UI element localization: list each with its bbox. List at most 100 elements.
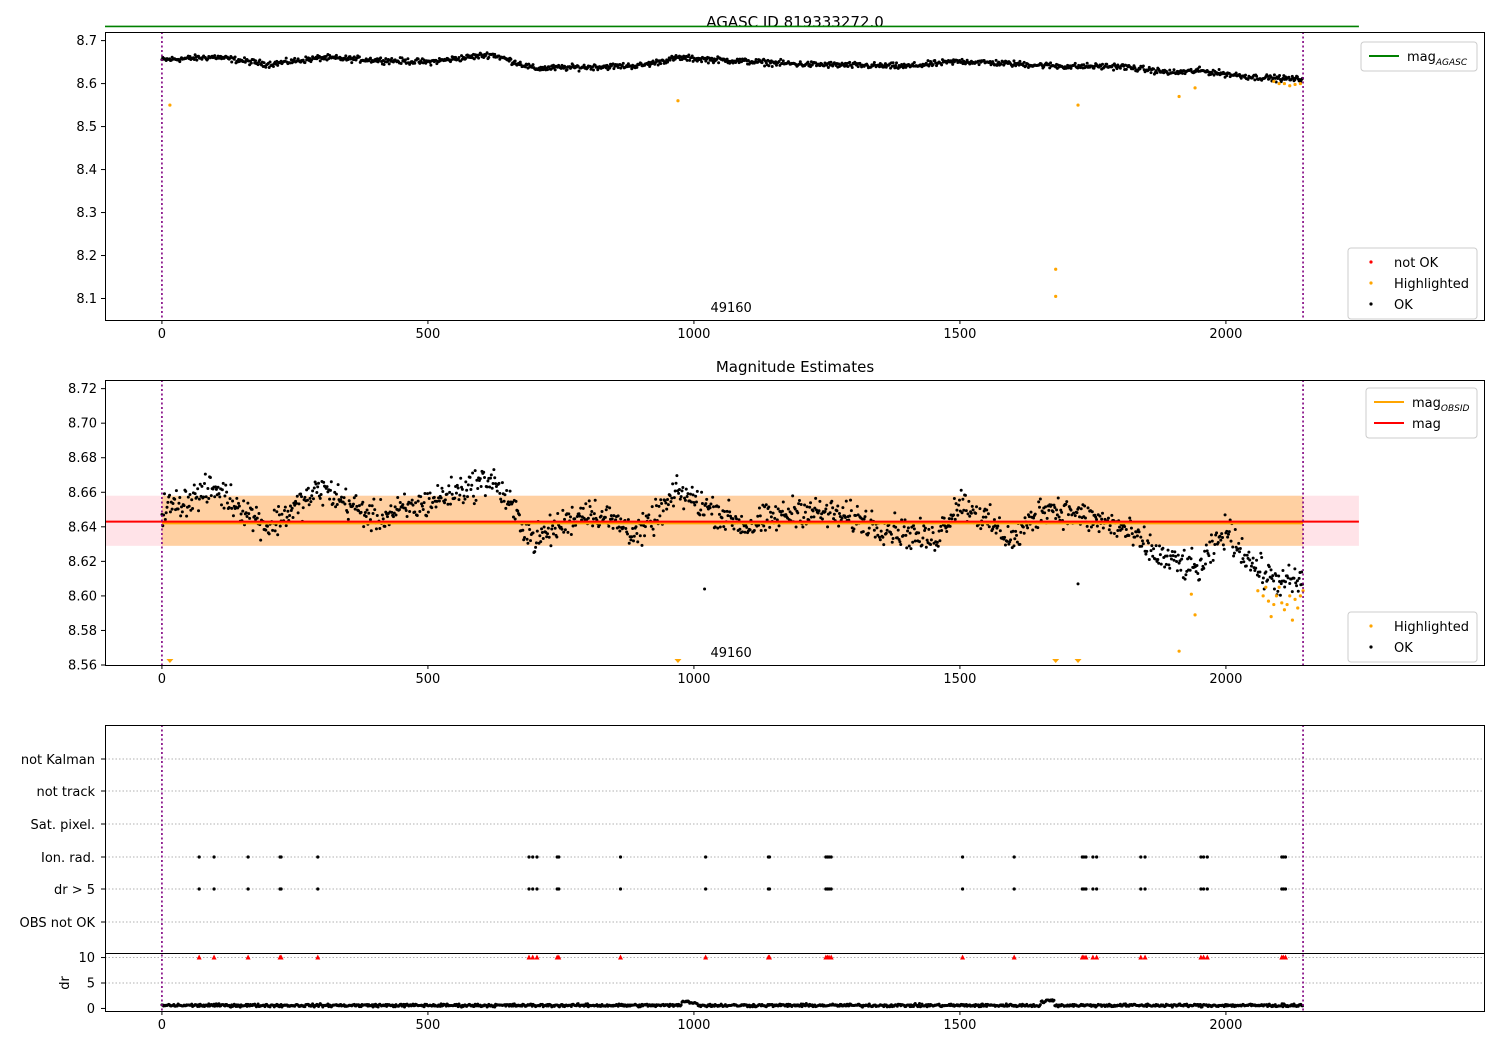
ok-point (589, 513, 593, 517)
flag-event-point (535, 887, 539, 891)
ok-point (643, 534, 647, 538)
highlighted-point (1293, 597, 1297, 601)
flag-event-point (531, 887, 535, 891)
ok-point (1167, 563, 1171, 567)
ok-point (809, 501, 813, 505)
ok-point (206, 486, 210, 490)
ok-point (405, 515, 409, 519)
panel-2-title: Magnitude Estimates (716, 358, 874, 376)
ok-point (1253, 569, 1257, 573)
ok-point (1173, 550, 1177, 554)
ok-point (1296, 589, 1300, 593)
ok-point (936, 544, 940, 548)
ok-point (491, 482, 495, 486)
ok-point (561, 508, 565, 512)
ok-point (1238, 546, 1242, 550)
ok-point (1190, 546, 1194, 550)
flag-event-point (527, 855, 531, 859)
highlighted-point (1285, 602, 1289, 607)
ok-point (336, 483, 340, 487)
ok-point (1032, 516, 1036, 520)
ok-point (468, 475, 472, 479)
ok-point (866, 531, 870, 535)
ok-point (1261, 576, 1265, 580)
ok-point (657, 504, 661, 508)
ok-point (182, 504, 186, 508)
ok-point (1073, 514, 1077, 518)
ok-point (650, 505, 654, 509)
ok-point (1151, 554, 1155, 558)
ok-point (247, 512, 251, 516)
x-tick-label: 1000 (677, 327, 710, 342)
ok-point (682, 507, 686, 511)
ok-point (229, 483, 233, 487)
ok-point (391, 515, 395, 519)
ok-point (540, 527, 544, 531)
ok-point (457, 56, 461, 60)
ok-point (1137, 530, 1141, 534)
ok-point (1240, 536, 1244, 540)
ok-point (672, 496, 676, 500)
ok-point (964, 509, 968, 513)
ok-point (979, 527, 983, 531)
ok-point (1033, 512, 1037, 516)
ok-point (328, 488, 332, 492)
ok-point (646, 516, 650, 520)
y-tick-label: 8.2 (76, 249, 97, 264)
ok-point (968, 514, 972, 518)
ok-point (454, 491, 458, 495)
ok-point (339, 498, 343, 502)
ok-point (1198, 577, 1202, 581)
ok-point (933, 548, 937, 552)
ok-point (488, 476, 492, 480)
ok-point (549, 544, 553, 548)
ok-point (477, 56, 481, 60)
ok-point (666, 497, 670, 501)
ok-point (457, 498, 461, 502)
highlighted-point (1282, 81, 1287, 86)
ok-point (275, 510, 279, 514)
ok-point (906, 529, 910, 533)
ok-point (1112, 68, 1116, 72)
ok-point (663, 499, 667, 503)
ok-point (357, 509, 361, 513)
ok-point (726, 514, 730, 518)
flag-event-point (829, 887, 833, 891)
ok-point (984, 515, 988, 519)
ok-point (495, 489, 499, 493)
ok-point (837, 524, 841, 528)
ok-point (178, 495, 182, 499)
ok-point (970, 504, 974, 508)
ok-point (560, 63, 564, 67)
ok-point (250, 507, 254, 511)
ok-point (514, 499, 518, 503)
ok-point (705, 497, 709, 501)
ok-point (805, 505, 809, 509)
ok-point (1246, 77, 1250, 81)
ok-point (1055, 513, 1059, 517)
ok-point (1015, 540, 1019, 544)
ok-point (192, 483, 196, 487)
ok-point (685, 58, 689, 62)
ok-point (1225, 529, 1229, 533)
highlighted-point (1193, 86, 1197, 90)
ok-point (771, 511, 775, 515)
ok-point (237, 501, 241, 505)
dr-point (1281, 1005, 1285, 1009)
ok-point (513, 59, 517, 63)
ok-point (630, 535, 634, 539)
ok-point (1272, 579, 1276, 583)
ok-point (494, 482, 498, 486)
dr-clipped-marker (526, 954, 532, 960)
ok-point (473, 469, 477, 473)
ok-point (445, 492, 449, 496)
ok-point (439, 496, 443, 500)
dr-clipped-marker (828, 954, 834, 960)
ok-point (703, 587, 707, 591)
ok-point (1015, 533, 1019, 537)
ok-point (493, 476, 497, 480)
ok-point (283, 505, 287, 509)
dr-clipped-marker (1090, 954, 1096, 960)
ok-point (1127, 534, 1131, 538)
